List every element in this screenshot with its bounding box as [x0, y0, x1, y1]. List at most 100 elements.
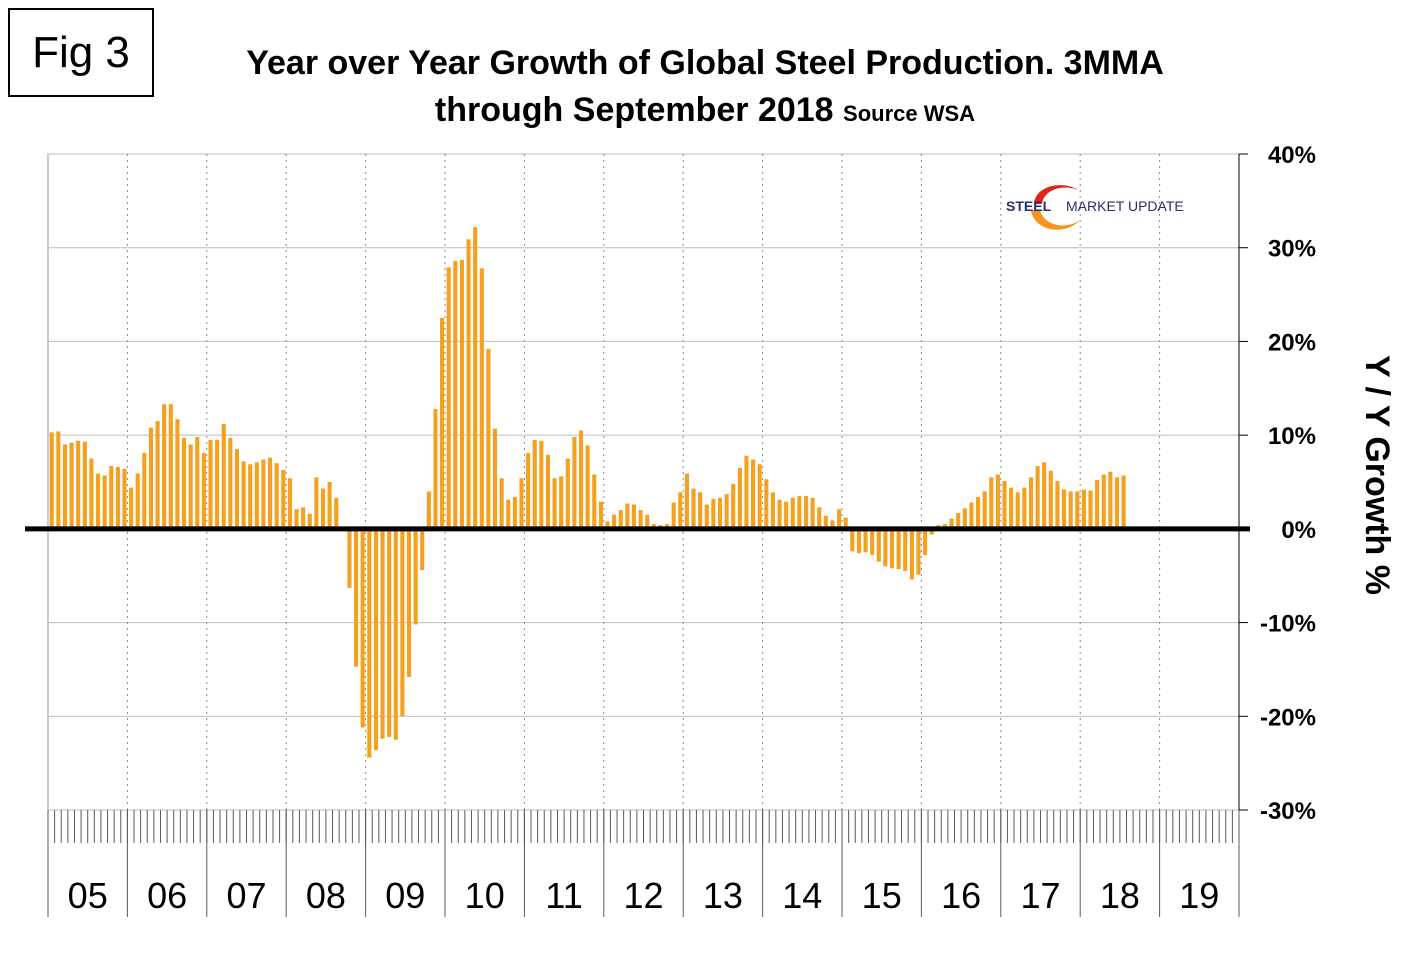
- bar: [823, 515, 828, 529]
- bar: [989, 477, 994, 529]
- bar: [896, 528, 901, 570]
- bar: [1114, 477, 1120, 529]
- bar: [916, 528, 921, 575]
- bar: [810, 497, 815, 529]
- logo: STEEL MARKET UPDATE: [1006, 185, 1184, 230]
- x-year-label: 08: [306, 875, 346, 916]
- bar: [373, 528, 378, 751]
- bar: [426, 491, 431, 529]
- bar: [1009, 487, 1014, 529]
- logo-swoosh-red: [1034, 185, 1078, 204]
- y-tick-label: 30%: [1268, 236, 1316, 263]
- bar: [393, 528, 398, 740]
- bar: [605, 521, 610, 529]
- bar: [751, 459, 756, 529]
- bar: [109, 466, 114, 529]
- bar: [301, 507, 306, 529]
- bar: [215, 439, 220, 529]
- y-tick-label: -30%: [1260, 798, 1316, 825]
- x-year-label: 11: [545, 875, 582, 916]
- bar: [1042, 462, 1047, 529]
- bar: [863, 528, 868, 553]
- bar: [479, 268, 484, 529]
- bar: [552, 478, 557, 529]
- bar: [129, 487, 134, 529]
- bar: [499, 478, 504, 529]
- bar: [360, 528, 365, 728]
- bar: [618, 510, 623, 529]
- bar: [757, 464, 762, 529]
- bar: [1068, 491, 1073, 529]
- bar: [744, 455, 749, 529]
- bar: [162, 404, 167, 529]
- bar: [850, 528, 855, 552]
- bar: [254, 462, 259, 529]
- bar: [956, 512, 961, 529]
- bar: [982, 491, 987, 529]
- bar: [241, 461, 246, 529]
- bar: [320, 488, 326, 529]
- bar: [923, 528, 928, 556]
- x-year-label: 06: [147, 875, 187, 916]
- bar: [413, 528, 418, 625]
- bar: [400, 528, 405, 717]
- bar: [175, 419, 180, 529]
- bar: [559, 476, 564, 529]
- bar: [1095, 480, 1100, 529]
- bar: [406, 528, 412, 677]
- bar: [870, 528, 875, 556]
- bar: [314, 477, 319, 529]
- bar: [797, 496, 802, 529]
- bar: [1028, 477, 1034, 529]
- bar: [777, 499, 782, 529]
- bar: [387, 528, 392, 737]
- bar: [704, 504, 709, 529]
- logo-word-steel: STEEL: [1006, 198, 1052, 214]
- bar: [585, 445, 590, 529]
- bar: [830, 520, 835, 529]
- bar: [76, 440, 81, 529]
- bar: [539, 440, 544, 529]
- bar: [208, 439, 213, 529]
- bar: [962, 508, 967, 529]
- bar: [420, 528, 425, 571]
- bar: [876, 528, 881, 562]
- bar: [248, 464, 253, 529]
- x-year-label: 15: [862, 875, 902, 916]
- bar: [612, 514, 617, 529]
- x-year-label: 17: [1020, 875, 1060, 916]
- bar: [367, 528, 372, 758]
- bar: [347, 528, 352, 588]
- bar: [327, 482, 332, 529]
- bar: [492, 428, 498, 529]
- source-label: Source WSA: [843, 101, 976, 126]
- logo-word-market-update: MARKET UPDATE: [1066, 198, 1184, 214]
- bar: [261, 459, 266, 529]
- bar: [234, 449, 240, 529]
- bar: [181, 437, 187, 529]
- bar: [1062, 489, 1067, 529]
- x-year-label: 19: [1179, 875, 1219, 916]
- bar: [724, 494, 729, 529]
- bar: [678, 492, 683, 529]
- bar: [691, 488, 696, 529]
- x-year-label: 09: [385, 875, 425, 916]
- bar: [49, 432, 54, 529]
- bar: [949, 518, 954, 529]
- bar: [102, 475, 107, 529]
- bar: [1048, 470, 1053, 529]
- bar: [1101, 474, 1106, 529]
- bar: [380, 528, 385, 739]
- bar: [1055, 481, 1060, 529]
- bar: [572, 437, 577, 529]
- bar: [95, 473, 101, 529]
- bar: [155, 421, 160, 529]
- bar: [69, 442, 74, 529]
- year-gridlines: [126, 154, 1161, 810]
- bar: [135, 473, 140, 529]
- bar: [433, 408, 438, 529]
- bar: [195, 437, 200, 529]
- title-line-2-text: through September 2018: [434, 91, 834, 129]
- bar: [89, 458, 94, 529]
